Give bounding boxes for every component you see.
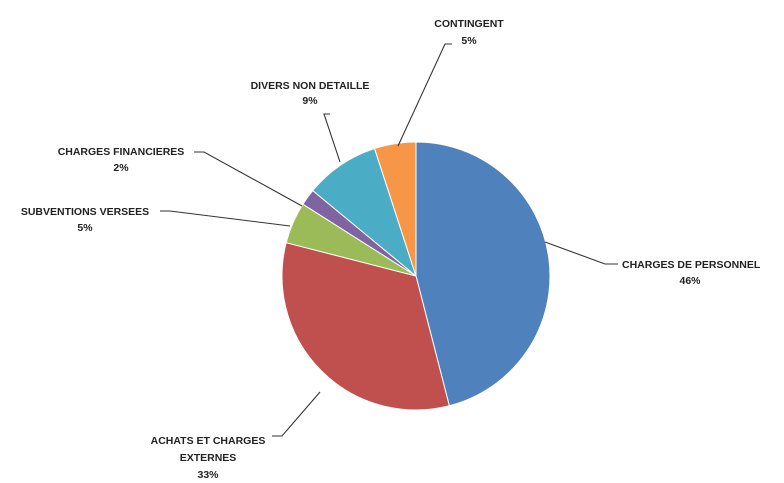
label-achats-pct: 33% (197, 469, 219, 481)
pie-slice-contingent (373, 141, 417, 277)
label-subventions-pct: 5% (77, 222, 93, 234)
label-personnel-pct: 46% (679, 275, 701, 287)
pie-slices (281, 141, 551, 411)
label-financieres-pct: 2% (113, 162, 129, 174)
label-subventions: SUBVENTIONS VERSEES (21, 206, 149, 218)
leader-line-contingent (397, 43, 452, 147)
leader-line-achats (272, 391, 321, 437)
pie-slice-charges-de-personnel (415, 141, 551, 407)
label-achats-line2: EXTERNES (180, 452, 237, 464)
leader-line-subventions (160, 210, 291, 227)
label-personnel: CHARGES DE PERSONNEL (622, 259, 761, 271)
pie-slice-achats-et-charges-externes (281, 242, 450, 411)
label-contingent: CONTINGENT (434, 18, 504, 30)
label-achats: ACHATS ET CHARGES (151, 435, 266, 447)
leader-line-personnel (544, 241, 618, 265)
label-divers-pct: 9% (302, 95, 318, 107)
label-divers: DIVERS NON DETAILLE (251, 80, 370, 92)
label-financieres: CHARGES FINANCIERES (58, 146, 185, 158)
label-contingent-pct: 5% (461, 35, 477, 47)
leader-line-financieres (194, 151, 303, 207)
leader-line-divers (323, 113, 341, 163)
